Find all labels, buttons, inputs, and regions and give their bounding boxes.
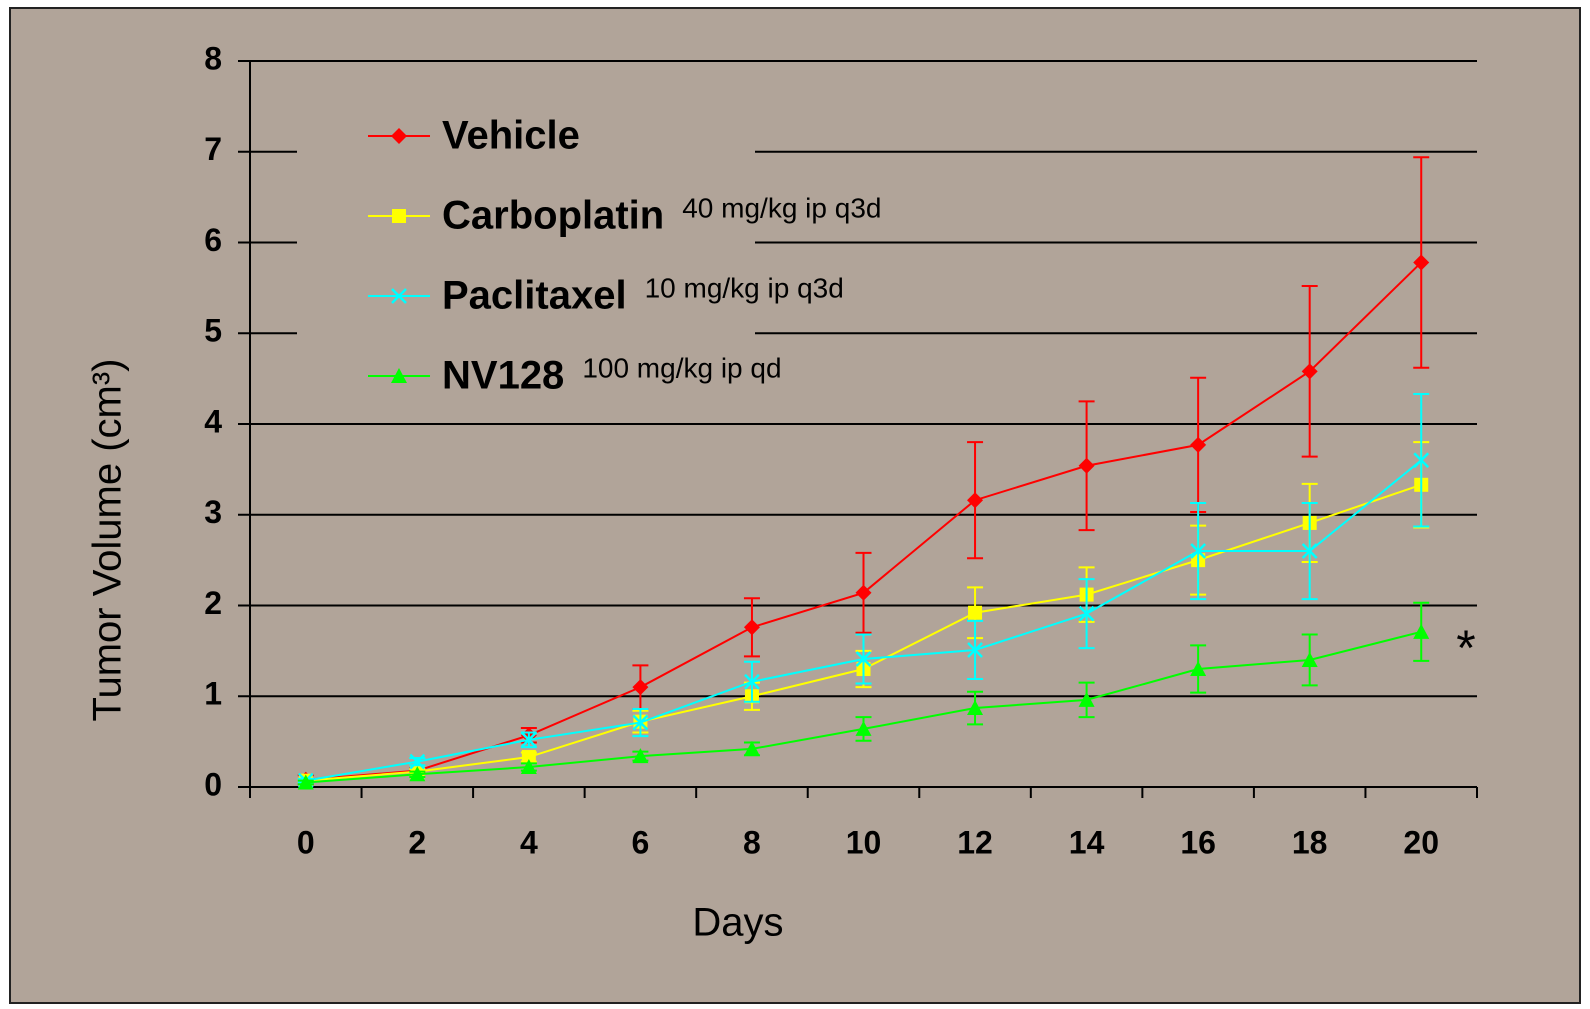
marker	[1413, 254, 1430, 271]
x-tick-label: 14	[1069, 824, 1105, 860]
x-tick-label: 16	[1180, 824, 1216, 860]
y-tick-label: 6	[204, 222, 222, 258]
x-tick-label: 4	[520, 824, 538, 860]
marker	[391, 288, 407, 304]
legend-label: NV128	[442, 354, 564, 398]
x-axis-label: Days	[692, 901, 783, 945]
marker	[967, 642, 983, 658]
marker	[391, 368, 407, 383]
legend-dose: 100 mg/kg ip qd	[582, 352, 781, 383]
marker	[855, 720, 872, 736]
marker	[409, 753, 426, 770]
marker	[743, 740, 760, 756]
marker	[1190, 436, 1207, 453]
series	[297, 393, 1430, 789]
marker	[1078, 605, 1095, 622]
marker	[855, 584, 872, 601]
marker	[1301, 363, 1318, 380]
series	[297, 601, 1430, 790]
x-tick-label: 12	[957, 824, 993, 860]
marker	[1301, 543, 1318, 559]
annotation: *	[1456, 620, 1475, 676]
y-tick-label: 3	[204, 494, 222, 530]
marker	[391, 128, 407, 144]
legend-dose: 40 mg/kg ip q3d	[682, 192, 881, 223]
marker	[1413, 623, 1430, 639]
marker	[632, 748, 649, 764]
marker	[968, 605, 983, 620]
marker	[392, 209, 406, 223]
marker	[1190, 661, 1207, 677]
marker	[1301, 651, 1318, 667]
y-tick-label: 7	[204, 131, 222, 167]
y-tick-label: 8	[204, 40, 222, 76]
legend-box	[297, 100, 755, 400]
marker	[967, 700, 984, 716]
x-tick-label: 10	[846, 824, 882, 860]
y-tick-label: 4	[204, 403, 222, 439]
y-axis-label: Tumor Volume (cm³)	[86, 358, 130, 721]
x-tick-label: 6	[632, 824, 650, 860]
legend-label: Vehicle	[442, 114, 580, 158]
marker	[521, 750, 536, 765]
y-tick-label: 2	[204, 585, 222, 621]
chart-area	[9, 7, 1581, 1004]
x-tick-label: 0	[297, 824, 315, 860]
y-tick-label: 0	[204, 766, 222, 802]
marker	[632, 714, 649, 731]
marker	[409, 766, 426, 782]
x-tick-label: 2	[408, 824, 426, 860]
marker	[1078, 691, 1095, 707]
marker	[855, 651, 872, 667]
x-tick-label: 20	[1403, 824, 1439, 860]
y-tick-label: 5	[204, 313, 222, 349]
marker	[297, 774, 314, 790]
legend-label: Paclitaxel	[442, 274, 627, 318]
marker	[1190, 543, 1207, 559]
marker	[520, 759, 537, 775]
marker	[743, 619, 760, 636]
marker	[520, 731, 537, 748]
legend-label: Carboplatin	[442, 194, 664, 238]
marker	[632, 679, 649, 696]
marker	[744, 673, 760, 690]
marker	[967, 492, 984, 509]
y-tick-label: 1	[204, 676, 222, 712]
x-tick-label: 18	[1292, 824, 1328, 860]
x-tick-label: 8	[743, 824, 761, 860]
marker	[1413, 452, 1430, 469]
legend-dose: 10 mg/kg ip q3d	[645, 272, 844, 303]
marker	[1078, 457, 1095, 474]
